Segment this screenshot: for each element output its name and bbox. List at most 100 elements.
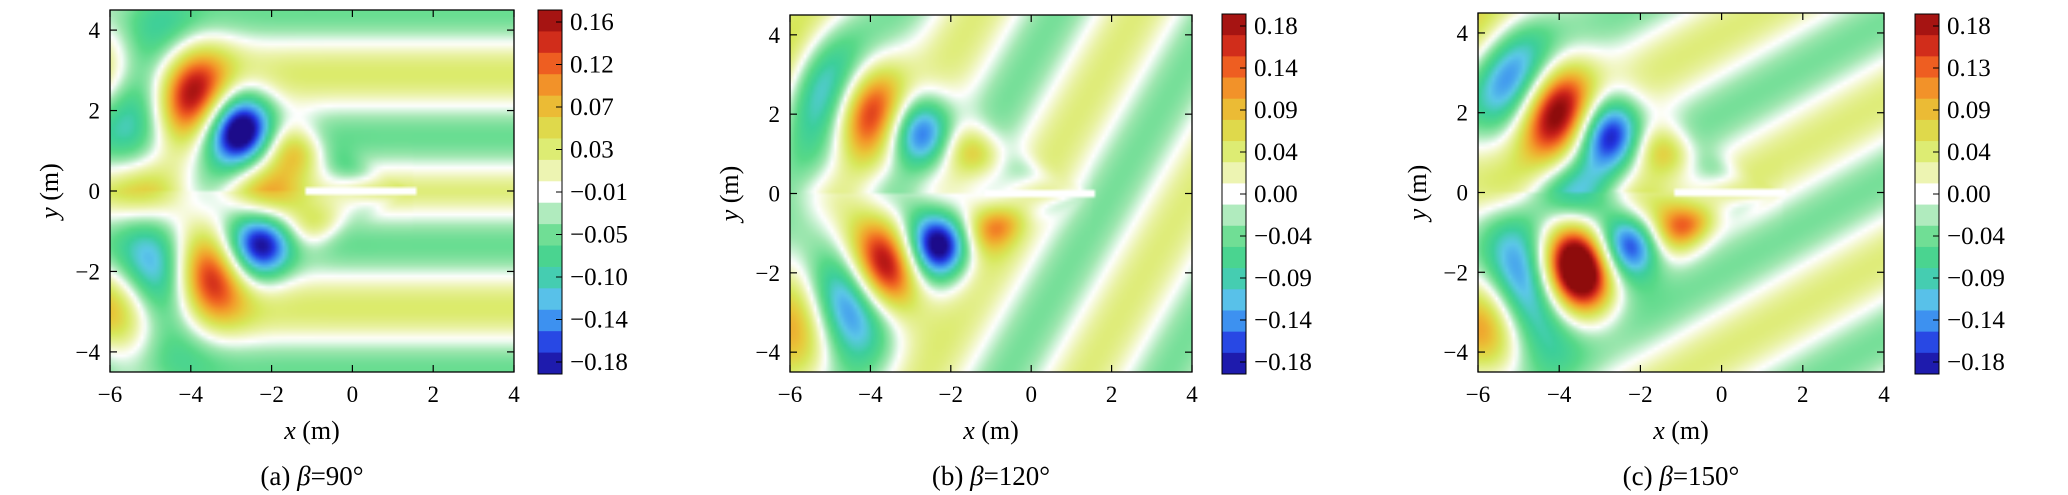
x-tick-label: 4: [1878, 382, 1890, 407]
x-tick-label: 2: [1797, 382, 1809, 407]
panel-caption: (c) β=150°: [1623, 461, 1740, 491]
colorbar-label: −0.18: [570, 349, 628, 376]
colorbar-step: [538, 352, 562, 375]
colorbar-step: [1915, 310, 1939, 333]
colorbar-label: −0.14: [1254, 307, 1312, 334]
heatmap-field: [110, 10, 514, 372]
colorbar-step: [1915, 268, 1939, 290]
colorbar: 0.18 0.14 0.09 0.04 0.00 −0.04 −0.09 −0.14 −0.18: [1221, 13, 1312, 376]
colorbar-step: [538, 245, 562, 268]
colorbar-step: [538, 95, 562, 118]
colorbar-step: [538, 159, 562, 182]
colorbar-label: −0.18: [1947, 349, 2005, 376]
colorbar-label: −0.04: [1254, 223, 1312, 250]
colorbar-step: [1915, 56, 1939, 79]
x-tick-label: −4: [179, 382, 204, 407]
y-axis-label: y (m): [35, 163, 64, 222]
colorbar-label: 0.04: [1947, 139, 1991, 166]
colorbar-step: [1222, 268, 1246, 290]
colorbar-step: [538, 117, 562, 139]
colorbar-label: −0.05: [570, 222, 628, 249]
y-tick-label: 0: [769, 182, 781, 207]
colorbar-label: −0.14: [570, 307, 628, 334]
x-tick-label: −6: [778, 382, 802, 407]
y-tick-label: 2: [89, 99, 101, 124]
colorbar-step: [1915, 14, 1939, 36]
x-tick-label: 2: [427, 382, 439, 407]
colorbar-step: [538, 74, 562, 97]
y-tick-label: 2: [1457, 101, 1469, 126]
colorbar-step: [538, 52, 562, 75]
colorbar-step: [1222, 56, 1246, 79]
colorbar-label: 0.07: [570, 94, 614, 121]
colorbar-label: 0.04: [1254, 139, 1298, 166]
colorbar-step: [538, 331, 562, 354]
x-tick-label: −2: [259, 382, 283, 407]
panel-caption: (b) β=120°: [932, 461, 1050, 491]
panel-c: −6 −4 −2 0 2 4 −4 −2 0 2 4 x (m) y (m) (c) β=150° 0.18…: [1403, 12, 2005, 491]
x-tick-label: −6: [98, 382, 122, 407]
colorbar: 0.18 0.13 0.09 0.04 0.00 −0.04 −0.09 −0.14 −0.18: [1914, 13, 2005, 376]
colorbar-step: [1222, 119, 1246, 142]
colorbar-step: [1222, 331, 1246, 354]
colorbar-label: 0.03: [570, 137, 614, 164]
colorbar-step: [538, 309, 562, 332]
colorbar-label: −0.09: [1947, 265, 2005, 292]
colorbar-label: −0.14: [1947, 307, 2005, 334]
colorbar-step: [1222, 204, 1246, 227]
colorbar-step: [1222, 98, 1246, 121]
colorbar-label: −0.18: [1254, 349, 1312, 376]
colorbar-step: [1222, 310, 1246, 333]
colorbar-step: [538, 224, 562, 247]
colorbar-step: [1222, 352, 1246, 375]
colorbar-step: [1915, 183, 1939, 206]
x-tick-label: 4: [508, 382, 520, 407]
colorbar-step: [1915, 35, 1939, 57]
colorbar-label: 0.18: [1947, 13, 1991, 40]
colorbar-step: [1915, 77, 1939, 100]
colorbar: 0.16 0.12 0.07 0.03 −0.01 −0.05 −0.10 −0.14 −0.1…: [537, 9, 628, 376]
colorbar-step: [1915, 98, 1939, 121]
heatmap-field: [1478, 13, 1884, 372]
colorbar-label: −0.01: [570, 179, 628, 206]
y-tick-label: −4: [1444, 340, 1469, 365]
x-tick-label: −4: [1547, 382, 1572, 407]
colorbar-label: 0.18: [1254, 13, 1298, 40]
y-tick-label: 0: [89, 179, 101, 204]
y-axis-label: y (m): [1403, 165, 1432, 224]
colorbar-step: [1222, 162, 1246, 184]
y-tick-label: −2: [76, 259, 100, 284]
x-tick-label: −2: [939, 382, 963, 407]
y-tick-label: 4: [1457, 21, 1469, 46]
y-tick-label: 4: [769, 23, 781, 48]
x-tick-label: 0: [347, 382, 359, 407]
x-tick-label: 0: [1025, 382, 1037, 407]
colorbar-step: [1915, 246, 1939, 269]
colorbar-step: [538, 202, 562, 225]
y-tick-label: −4: [756, 340, 781, 365]
colorbar-step: [1222, 35, 1246, 57]
x-tick-label: −6: [1466, 382, 1490, 407]
colorbar-step: [1222, 225, 1246, 248]
colorbar-step: [1222, 246, 1246, 269]
colorbar-step: [1915, 204, 1939, 227]
y-tick-label: 2: [769, 102, 781, 127]
colorbar-step: [1222, 289, 1246, 311]
colorbar-step: [538, 266, 562, 289]
colorbar-label: 0.09: [1254, 97, 1298, 124]
colorbar-label: 0.12: [570, 52, 614, 79]
colorbar-step: [538, 31, 562, 54]
x-axis-label: x (m): [1652, 416, 1709, 445]
colorbar-label: −0.04: [1947, 223, 2005, 250]
colorbar-step: [1222, 183, 1246, 206]
colorbar-step: [1915, 162, 1939, 184]
x-axis-label: x (m): [962, 416, 1019, 445]
colorbar-step: [1915, 119, 1939, 142]
y-tick-label: 0: [1457, 181, 1469, 206]
colorbar-label: 0.00: [1947, 181, 1991, 208]
y-tick-label: −2: [1444, 260, 1468, 285]
y-tick-label: −4: [76, 340, 101, 365]
